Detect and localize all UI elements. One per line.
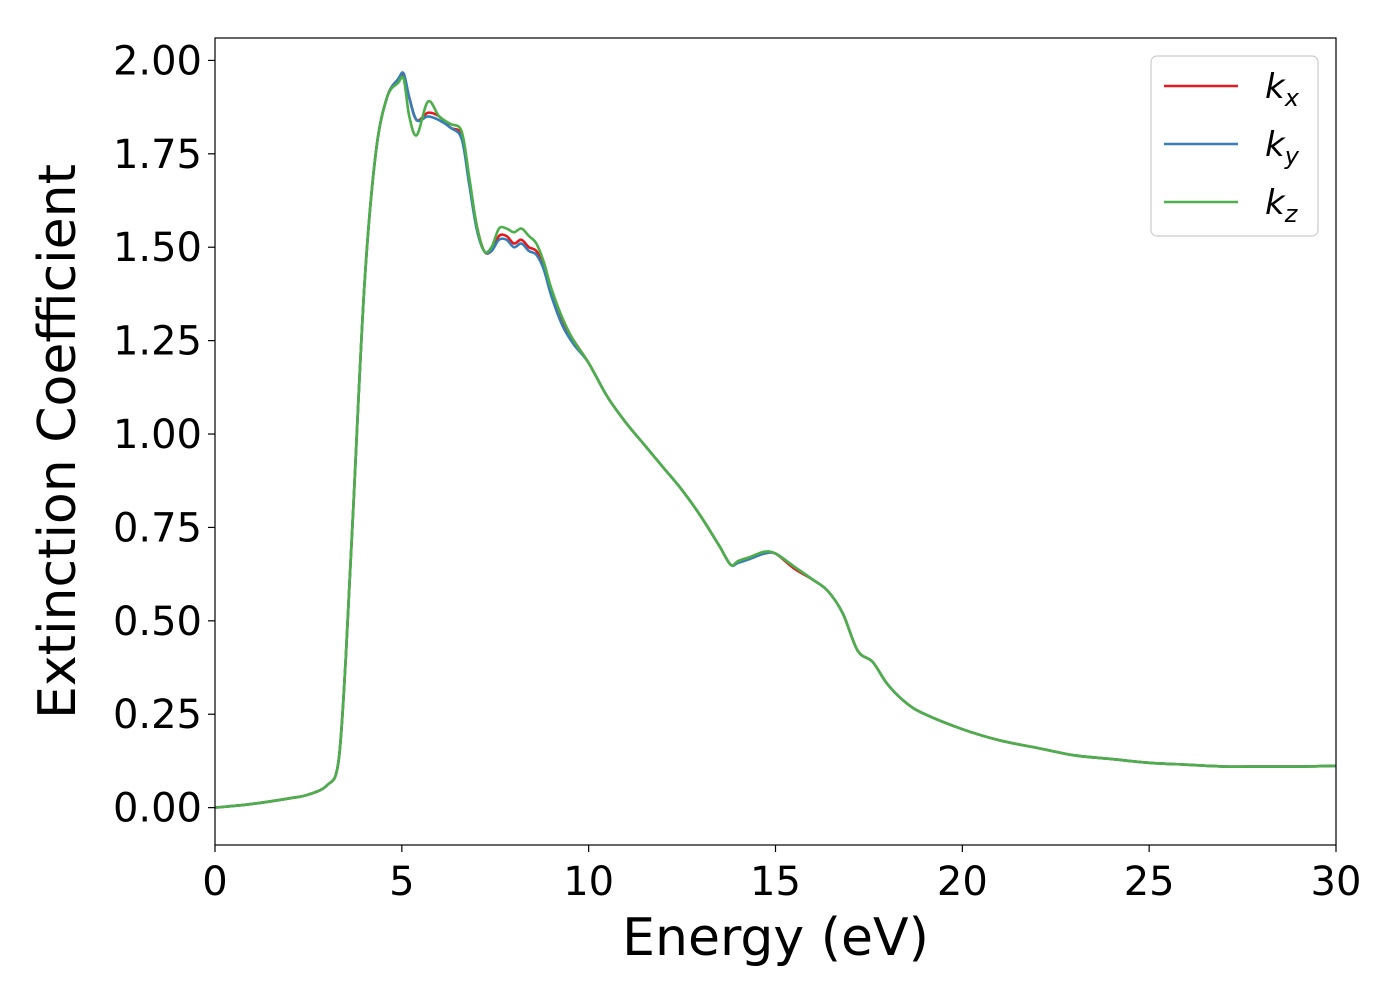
legend-label-subscript: y <box>1284 142 1300 170</box>
y-tick-label: 1.75 <box>113 132 202 178</box>
y-axis-title: Extinction Coefficient <box>28 164 88 719</box>
x-axis-ticks: 0 5 10 15 20 25 30 <box>202 845 1361 905</box>
legend-label-z: kz <box>1265 183 1299 228</box>
legend-label-y: ky <box>1265 125 1300 170</box>
x-tick-label: 20 <box>937 859 988 905</box>
y-tick-label: 2.00 <box>113 38 202 84</box>
x-axis-title: Energy (eV) <box>622 908 929 968</box>
y-tick-label: 1.50 <box>113 225 202 271</box>
y-axis-ticks: 0.00 0.25 0.50 0.75 1.00 1.25 1.50 1.75 2.00 <box>113 38 215 832</box>
legend-box <box>1150 55 1319 237</box>
y-tick-label: 0.75 <box>113 505 202 551</box>
y-tick-label: 0.50 <box>113 599 202 645</box>
series-line-z <box>215 75 1336 809</box>
x-tick-label: 5 <box>389 859 414 905</box>
y-tick-label: 1.25 <box>113 319 202 365</box>
x-tick-label: 30 <box>1311 859 1362 905</box>
legend-label-subscript: z <box>1284 200 1299 228</box>
x-tick-label: 0 <box>202 859 227 905</box>
y-tick-label: 1.00 <box>113 412 202 458</box>
x-tick-label: 15 <box>750 859 801 905</box>
legend-label-subscript: x <box>1284 84 1300 112</box>
legend-label-base: k <box>1265 125 1286 165</box>
x-tick-label: 25 <box>1124 859 1175 905</box>
x-tick-label: 10 <box>563 859 614 905</box>
y-tick-label: 0.00 <box>113 786 202 832</box>
series-lines <box>215 71 1336 809</box>
legend-label-x: kx <box>1265 67 1300 112</box>
legend-label-base: k <box>1265 183 1286 223</box>
legend-label-base: k <box>1265 67 1286 107</box>
y-tick-label: 0.25 <box>113 692 202 738</box>
